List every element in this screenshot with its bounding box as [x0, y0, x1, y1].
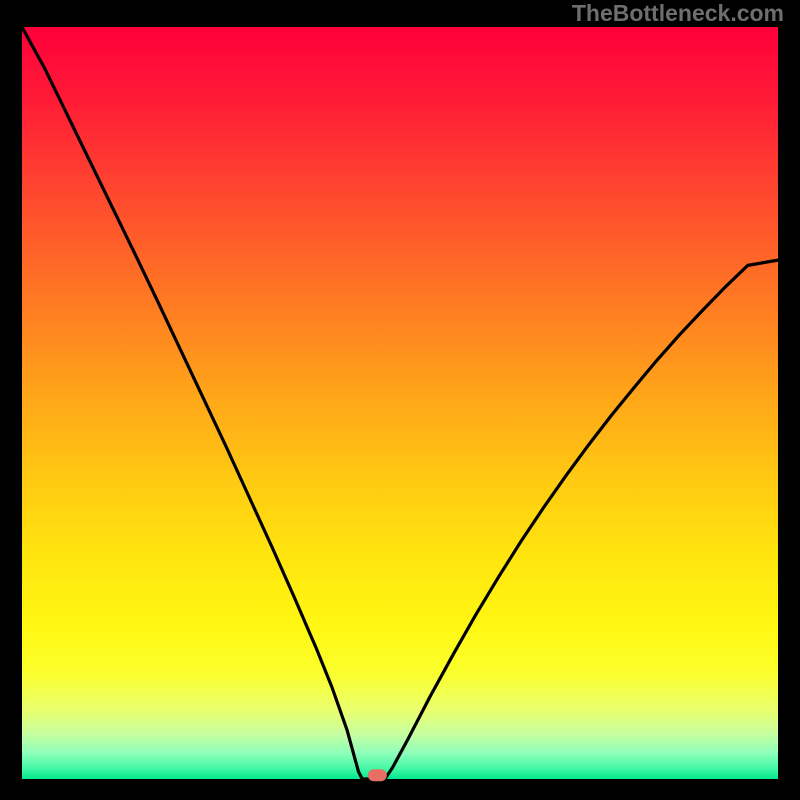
- minimum-marker: [368, 769, 387, 781]
- gradient-background: [22, 27, 778, 779]
- watermark-text: TheBottleneck.com: [572, 0, 784, 27]
- figure-root: TheBottleneck.com: [0, 0, 800, 800]
- bottleneck-chart: [0, 0, 800, 800]
